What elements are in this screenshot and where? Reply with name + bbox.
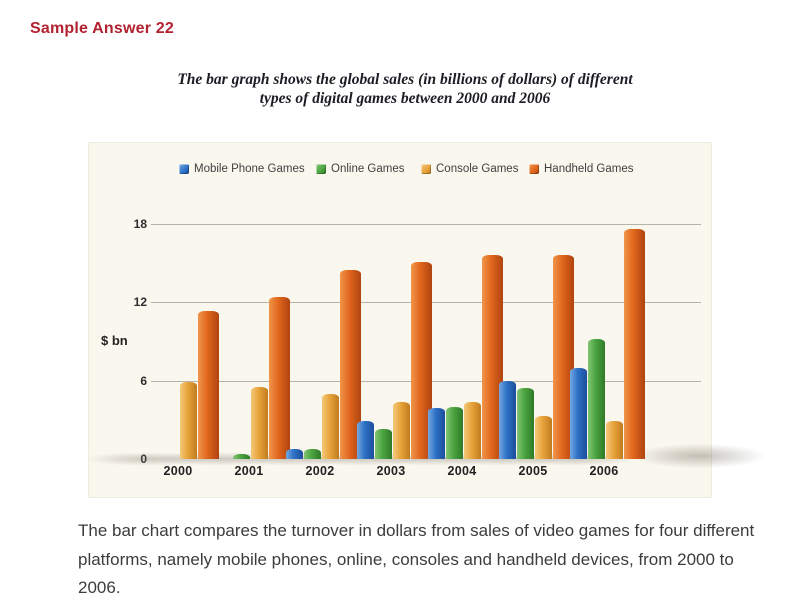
bar-console-games-2004 [464,402,481,459]
bar-handheld-games-2005 [553,255,574,459]
bar-online-games-2005 [517,388,534,459]
x-tick-2001: 2001 [234,464,264,478]
chart-caption: The bar graph shows the global sales (in… [0,70,810,108]
sample-answer-heading: Sample Answer 22 [30,20,175,37]
legend-swatch-icon [179,164,189,174]
x-tick-2004: 2004 [447,464,477,478]
body-paragraph: The bar chart compares the turnover in d… [78,521,755,597]
bar-online-games-2006 [588,339,605,459]
x-tick-2003: 2003 [376,464,406,478]
right-shadow [629,443,769,469]
caption-line-1: The bar graph shows the global sales (in… [177,71,633,88]
x-tick-2000: 2000 [163,464,193,478]
bar-online-games-2001 [233,454,250,459]
bar-online-games-2004 [446,407,463,459]
bar-online-games-2003 [375,429,392,459]
bar-handheld-games-2002 [340,270,361,459]
bar-mobile-phone-games-2005 [499,381,516,459]
bar-mobile-phone-games-2002 [286,449,303,459]
bar-handheld-games-2000 [198,311,219,459]
x-tick-2002: 2002 [305,464,335,478]
gridline-18 [151,224,701,225]
bar-console-games-2003 [393,402,410,459]
legend-swatch-icon [421,164,431,174]
legend-swatch-icon [316,164,326,174]
y-tick-6: 6 [140,373,147,388]
bar-handheld-games-2001 [269,297,290,459]
bar-console-games-2005 [535,416,552,459]
bar-console-games-2006 [606,421,623,459]
bar-online-games-2002 [304,449,321,459]
legend-label: Mobile Phone Games [194,163,305,175]
bar-chart-image: Mobile Phone Games Online Games Console Ga… [83,142,769,498]
bar-console-games-2002 [322,394,339,459]
legend-label: Online Games [331,163,405,175]
bar-mobile-phone-games-2003 [357,421,374,459]
x-tick-2005: 2005 [518,464,548,478]
bar-handheld-games-2003 [411,262,432,459]
y-axis-label: $ bn [101,333,128,348]
bar-console-games-2001 [251,387,268,459]
caption-line-2: types of digital games between 2000 and … [259,90,551,107]
bar-console-games-2000 [180,382,197,459]
bar-handheld-games-2004 [482,255,503,459]
y-tick-18: 18 [133,217,147,231]
bar-handheld-games-2006 [624,229,645,459]
legend-label: Handheld Games [544,163,634,175]
legend-label: Console Games [436,163,519,175]
bar-mobile-phone-games-2004 [428,408,445,459]
y-tick-12: 12 [133,295,147,310]
y-tick-0: 0 [140,452,147,466]
bar-mobile-phone-games-2006 [570,368,587,459]
legend-swatch-icon [529,164,539,174]
x-tick-2006: 2006 [589,464,619,478]
